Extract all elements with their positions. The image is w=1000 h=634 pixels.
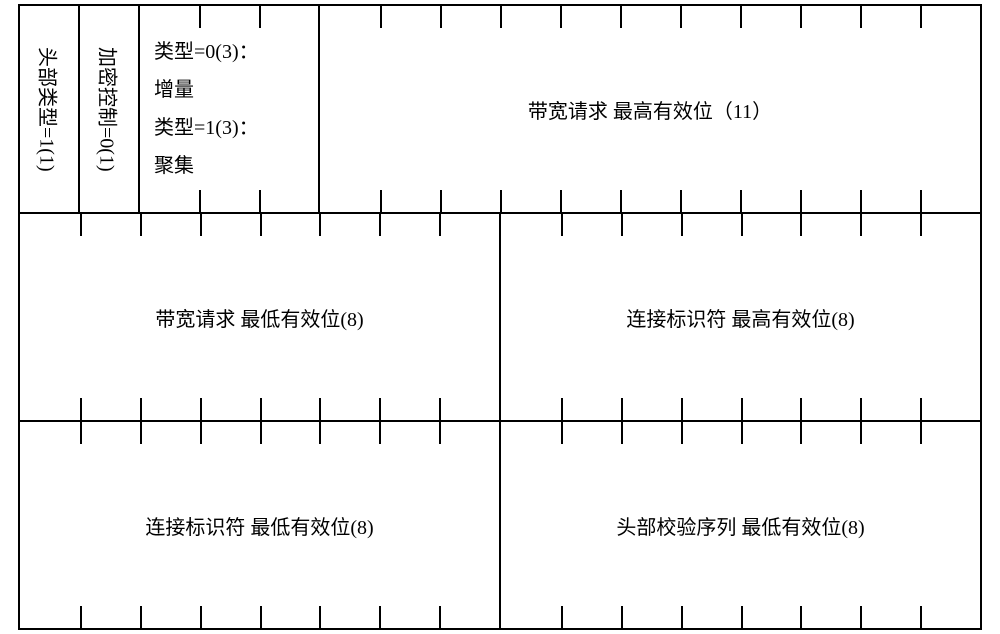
type-line-1: 类型=0(3)： [154, 33, 259, 71]
hcs-label: 头部校验序列 最低有效位(8) [616, 511, 864, 540]
cell-header-type: 头部类型=1(1) [20, 6, 80, 212]
header-type-label: 头部类型=1(1) [35, 47, 64, 172]
cell-cid-msb: 连接标识符 最高有效位(8) [501, 214, 980, 420]
cid-lsb-label: 连接标识符 最低有效位(8) [145, 511, 373, 540]
cell-hcs: 头部校验序列 最低有效位(8) [501, 422, 980, 628]
bw-lsb-label: 带宽请求 最低有效位(8) [155, 303, 363, 332]
cell-cid-lsb: 连接标识符 最低有效位(8) [20, 422, 501, 628]
encrypt-ctrl-label: 加密控制=0(1) [95, 47, 124, 172]
bw-msb-label: 带宽请求 最高有效位（11） [528, 95, 772, 124]
header-format-diagram: 头部类型=1(1) 加密控制=0(1) 类型=0(3)： 增量 类型=1(3)：… [18, 4, 982, 630]
cell-bw-msb: 带宽请求 最高有效位（11） [320, 6, 980, 212]
cid-msb-label: 连接标识符 最高有效位(8) [626, 303, 854, 332]
type-line-2: 增量 [154, 71, 194, 109]
row-3: 连接标识符 最低有效位(8) 头部校验序列 最低有效位(8) [20, 422, 980, 628]
cell-type-field: 类型=0(3)： 增量 类型=1(3)： 聚集 [140, 6, 320, 212]
type-line-3: 类型=1(3)： [154, 109, 259, 147]
cell-bw-lsb: 带宽请求 最低有效位(8) [20, 214, 501, 420]
cell-encrypt-ctrl: 加密控制=0(1) [80, 6, 140, 212]
row-1: 头部类型=1(1) 加密控制=0(1) 类型=0(3)： 增量 类型=1(3)：… [20, 6, 980, 214]
type-line-4: 聚集 [154, 147, 194, 185]
row-2: 带宽请求 最低有效位(8) 连接标识符 最高有效位(8) [20, 214, 980, 422]
